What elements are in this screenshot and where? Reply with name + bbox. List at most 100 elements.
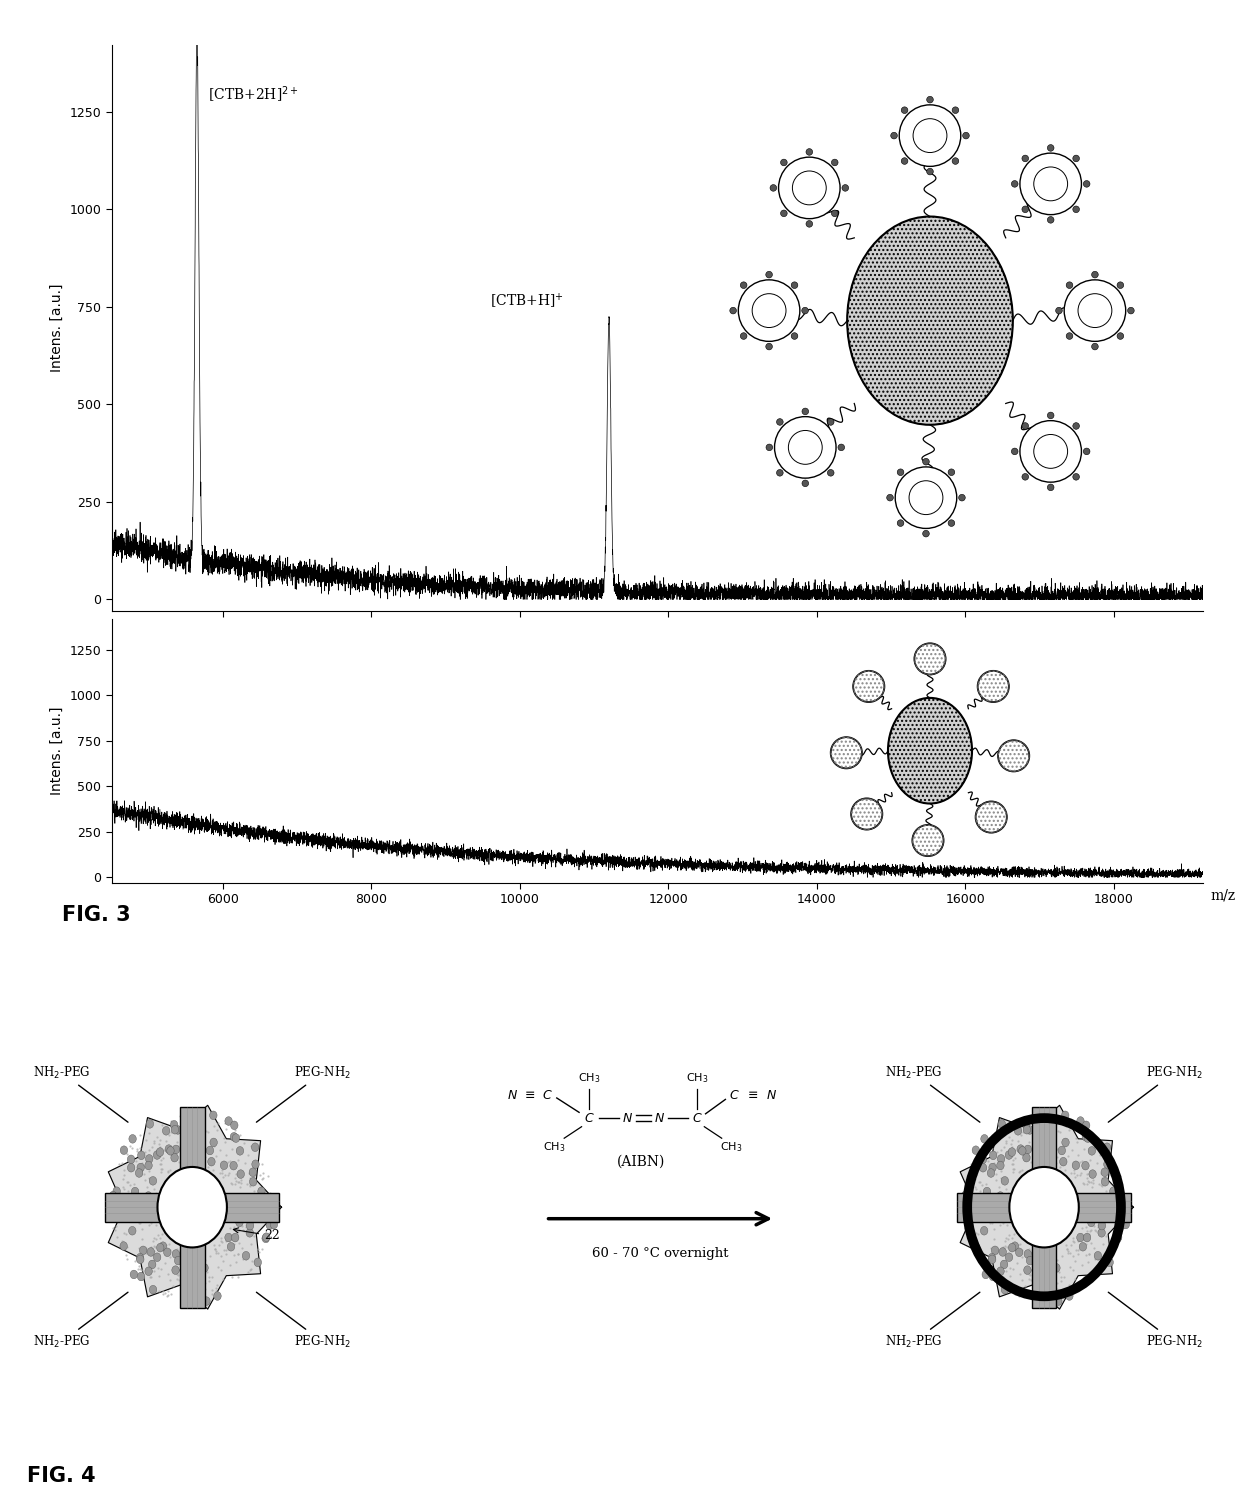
Circle shape (149, 1260, 156, 1269)
Circle shape (898, 469, 904, 475)
Circle shape (1048, 484, 1054, 490)
Circle shape (190, 1133, 197, 1141)
Circle shape (197, 1259, 205, 1268)
Circle shape (1105, 1201, 1112, 1210)
Circle shape (913, 825, 944, 856)
Polygon shape (108, 1105, 281, 1310)
Circle shape (981, 1227, 988, 1234)
Circle shape (806, 220, 812, 228)
Circle shape (1104, 1142, 1111, 1151)
Circle shape (901, 107, 908, 113)
Circle shape (988, 1255, 996, 1263)
Circle shape (1081, 1162, 1089, 1169)
Bar (105, 1192, 279, 1222)
Circle shape (206, 1147, 213, 1154)
Circle shape (162, 1127, 170, 1135)
Circle shape (136, 1254, 144, 1262)
Circle shape (730, 308, 737, 314)
Circle shape (831, 738, 862, 768)
Circle shape (232, 1233, 239, 1242)
Circle shape (740, 282, 746, 288)
Circle shape (965, 1188, 972, 1195)
Circle shape (186, 1278, 193, 1286)
Circle shape (1006, 1252, 1013, 1262)
Circle shape (1073, 423, 1080, 429)
Circle shape (1091, 272, 1099, 278)
Circle shape (253, 1201, 260, 1210)
Circle shape (791, 282, 797, 288)
Circle shape (1021, 152, 1081, 214)
Circle shape (1083, 1133, 1090, 1141)
Circle shape (827, 418, 835, 426)
Circle shape (895, 466, 957, 528)
Circle shape (1084, 448, 1090, 454)
Circle shape (166, 1147, 174, 1154)
Circle shape (898, 519, 904, 527)
Circle shape (138, 1151, 145, 1159)
Circle shape (252, 1160, 259, 1168)
Circle shape (740, 332, 746, 340)
Circle shape (1022, 423, 1028, 429)
Circle shape (136, 1255, 144, 1263)
Circle shape (171, 1153, 179, 1162)
Circle shape (136, 1163, 144, 1172)
Circle shape (171, 1126, 179, 1135)
Circle shape (1014, 1127, 1022, 1135)
Circle shape (978, 1206, 986, 1215)
Ellipse shape (847, 217, 1013, 426)
Circle shape (145, 1192, 153, 1200)
Circle shape (890, 133, 898, 139)
Circle shape (1024, 1266, 1032, 1275)
Text: 60 - 70 °C overnight: 60 - 70 °C overnight (591, 1248, 729, 1260)
Circle shape (780, 210, 787, 217)
Circle shape (1122, 1221, 1130, 1228)
Circle shape (1023, 1153, 1030, 1162)
Circle shape (961, 1191, 968, 1200)
Circle shape (231, 1133, 238, 1141)
Circle shape (145, 1154, 153, 1163)
Circle shape (1127, 308, 1135, 314)
Bar (1032, 1106, 1056, 1308)
Circle shape (1073, 207, 1080, 213)
Circle shape (1049, 1292, 1056, 1301)
Circle shape (213, 1292, 221, 1301)
Circle shape (972, 1145, 980, 1154)
Text: PEG-NH$_2$: PEG-NH$_2$ (1109, 1292, 1203, 1349)
Circle shape (156, 1243, 164, 1252)
Text: N: N (507, 1088, 517, 1102)
Circle shape (208, 1157, 216, 1166)
Circle shape (983, 1207, 991, 1216)
Circle shape (1084, 181, 1090, 187)
Circle shape (959, 495, 965, 501)
Circle shape (851, 798, 883, 830)
Circle shape (926, 169, 934, 175)
Circle shape (174, 1126, 181, 1135)
Circle shape (1061, 1111, 1069, 1120)
Circle shape (1011, 1242, 1018, 1251)
Circle shape (1066, 332, 1073, 340)
Circle shape (154, 1252, 161, 1262)
Circle shape (192, 1254, 200, 1263)
Bar (957, 1192, 1131, 1222)
Circle shape (1008, 1148, 1016, 1156)
Circle shape (237, 1147, 244, 1156)
Circle shape (832, 210, 838, 217)
Circle shape (1064, 279, 1126, 341)
Circle shape (148, 1248, 155, 1257)
Circle shape (962, 133, 970, 139)
Circle shape (901, 158, 908, 164)
Text: C: C (542, 1088, 552, 1102)
Circle shape (109, 1191, 117, 1200)
Circle shape (899, 104, 961, 166)
Circle shape (990, 1151, 997, 1159)
Text: PEG-NH$_2$: PEG-NH$_2$ (257, 1065, 351, 1123)
Circle shape (766, 272, 773, 278)
Circle shape (1089, 1147, 1096, 1156)
Circle shape (210, 1111, 217, 1120)
Circle shape (1042, 1133, 1049, 1141)
Text: C: C (692, 1112, 702, 1124)
Circle shape (123, 1198, 130, 1207)
Circle shape (258, 1200, 265, 1209)
Circle shape (1055, 308, 1063, 314)
Circle shape (159, 1242, 166, 1251)
